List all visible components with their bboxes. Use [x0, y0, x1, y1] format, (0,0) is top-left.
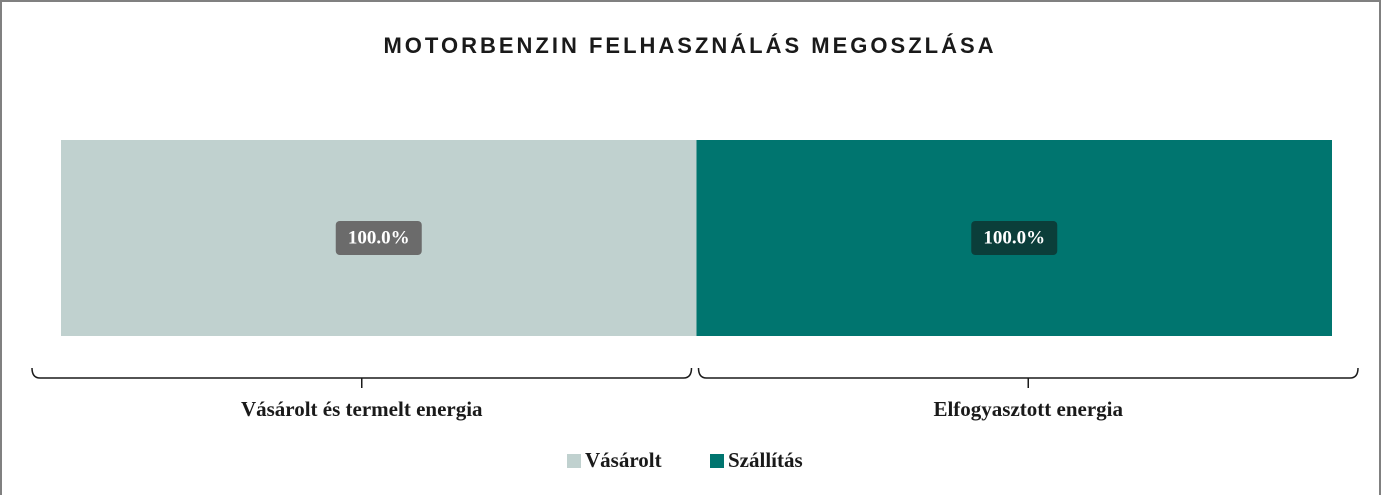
data-label: 100.0% [348, 227, 410, 248]
data-label: 100.0% [983, 227, 1045, 248]
data-label-box [971, 221, 1058, 255]
x-tick-label: Elfogyasztott energia [933, 397, 1123, 421]
legend-label: Vásárolt [585, 448, 662, 472]
data-label-box [335, 221, 422, 255]
category-bracket [697, 367, 1359, 388]
legend-swatch [710, 454, 724, 468]
chart-title: MOTORBENZIN FELHASZNÁLÁS MEGOSZLÁSA [383, 33, 996, 58]
category-bracket [31, 367, 693, 388]
legend-label: Szállítás [728, 448, 803, 472]
legend-swatch [567, 454, 581, 468]
x-tick-label: Vásárolt és termelt energia [241, 397, 483, 421]
